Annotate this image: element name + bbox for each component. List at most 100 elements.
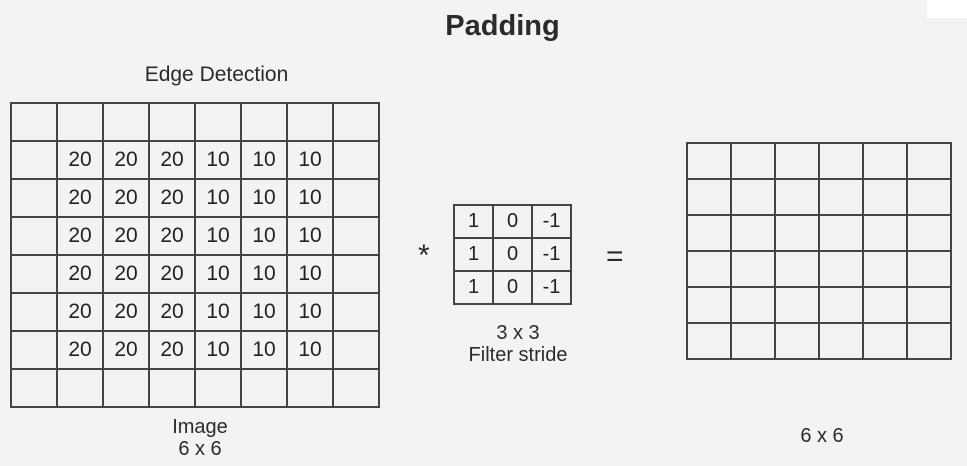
image-cell: 20 bbox=[148, 216, 196, 256]
image-cell bbox=[56, 368, 104, 408]
image-cell: 10 bbox=[194, 254, 242, 294]
output-cell bbox=[906, 250, 952, 288]
output-grid bbox=[686, 142, 952, 360]
output-cell bbox=[774, 142, 820, 180]
image-cell: 10 bbox=[240, 178, 288, 218]
image-cell: 20 bbox=[56, 254, 104, 294]
output-cell bbox=[818, 142, 864, 180]
image-cell bbox=[10, 254, 58, 294]
output-cell bbox=[730, 322, 776, 360]
output-cell bbox=[686, 322, 732, 360]
image-cell bbox=[148, 368, 196, 408]
image-cell: 20 bbox=[56, 292, 104, 332]
image-cell bbox=[10, 178, 58, 218]
filter-grid: 1 0 -1 1 0 -1 1 0 -1 bbox=[453, 204, 572, 305]
output-cell bbox=[686, 178, 732, 216]
image-cell: 10 bbox=[240, 216, 288, 256]
image-cell bbox=[56, 102, 104, 142]
image-cell: 10 bbox=[286, 178, 334, 218]
image-row: 20 20 20 10 10 10 bbox=[10, 330, 380, 370]
filter-cell: 1 bbox=[453, 270, 494, 305]
image-row: 20 20 20 10 10 10 bbox=[10, 178, 380, 218]
image-cell bbox=[332, 330, 380, 370]
output-cell bbox=[686, 286, 732, 324]
filter-cell: 0 bbox=[492, 270, 533, 305]
output-cell bbox=[774, 322, 820, 360]
image-cell: 20 bbox=[148, 140, 196, 180]
image-row: 20 20 20 10 10 10 bbox=[10, 216, 380, 256]
output-row bbox=[686, 178, 952, 216]
image-cell bbox=[332, 102, 380, 142]
filter-label-name: Filter stride bbox=[468, 344, 568, 366]
output-cell bbox=[906, 178, 952, 216]
filter-label: 3 x 3 Filter stride bbox=[443, 322, 593, 366]
image-cell bbox=[10, 292, 58, 332]
image-label-name: Image bbox=[172, 416, 228, 438]
output-row bbox=[686, 286, 952, 324]
image-cell bbox=[10, 330, 58, 370]
image-cell: 10 bbox=[194, 330, 242, 370]
image-label: Image 6 x 6 bbox=[10, 416, 390, 460]
image-cell bbox=[332, 140, 380, 180]
image-cell bbox=[102, 368, 150, 408]
image-label-size: 6 x 6 bbox=[178, 438, 222, 460]
output-cell bbox=[906, 286, 952, 324]
image-cell bbox=[10, 102, 58, 142]
output-row bbox=[686, 250, 952, 288]
output-cell bbox=[774, 250, 820, 288]
output-cell bbox=[686, 250, 732, 288]
image-cell bbox=[332, 216, 380, 256]
image-cell bbox=[286, 368, 334, 408]
output-row bbox=[686, 214, 952, 252]
filter-row: 1 0 -1 bbox=[453, 270, 572, 305]
output-cell bbox=[730, 178, 776, 216]
filter-row: 1 0 -1 bbox=[453, 237, 572, 272]
output-cell bbox=[686, 142, 732, 180]
image-row bbox=[10, 368, 380, 408]
output-cell bbox=[818, 214, 864, 252]
image-cell: 20 bbox=[148, 292, 196, 332]
image-cell: 10 bbox=[286, 330, 334, 370]
image-cell: 20 bbox=[56, 330, 104, 370]
image-cell bbox=[240, 368, 288, 408]
filter-cell: -1 bbox=[531, 237, 572, 272]
image-cell: 20 bbox=[102, 330, 150, 370]
image-cell: 10 bbox=[286, 254, 334, 294]
image-cell: 20 bbox=[56, 178, 104, 218]
output-cell bbox=[862, 214, 908, 252]
image-cell bbox=[102, 102, 150, 142]
image-cell: 10 bbox=[194, 140, 242, 180]
output-cell bbox=[774, 286, 820, 324]
output-cell bbox=[906, 322, 952, 360]
image-grid: 20 20 20 10 10 10 20 20 20 10 10 10 20 20 20 10 10 10 20 20… bbox=[10, 102, 380, 408]
image-cell bbox=[194, 102, 242, 142]
image-cell: 10 bbox=[286, 140, 334, 180]
image-cell: 10 bbox=[194, 292, 242, 332]
output-cell bbox=[774, 214, 820, 252]
image-cell bbox=[194, 368, 242, 408]
image-cell: 20 bbox=[148, 178, 196, 218]
image-cell: 10 bbox=[194, 216, 242, 256]
output-cell bbox=[818, 286, 864, 324]
image-row bbox=[10, 102, 380, 142]
image-cell: 20 bbox=[102, 140, 150, 180]
page-title: Padding bbox=[445, 10, 560, 42]
output-cell bbox=[906, 142, 952, 180]
image-cell bbox=[332, 292, 380, 332]
output-cell bbox=[774, 178, 820, 216]
output-cell bbox=[906, 214, 952, 252]
image-cell: 10 bbox=[286, 292, 334, 332]
filter-cell: -1 bbox=[531, 204, 572, 239]
image-cell: 10 bbox=[286, 216, 334, 256]
filter-cell: 1 bbox=[453, 204, 494, 239]
image-cell: 10 bbox=[240, 254, 288, 294]
image-cell bbox=[240, 102, 288, 142]
filter-row: 1 0 -1 bbox=[453, 204, 572, 239]
output-cell bbox=[862, 178, 908, 216]
diagram-subtitle: Edge Detection bbox=[144, 63, 289, 86]
image-cell bbox=[332, 178, 380, 218]
image-cell: 20 bbox=[102, 216, 150, 256]
image-cell: 10 bbox=[240, 292, 288, 332]
image-cell bbox=[148, 102, 196, 142]
filter-cell: -1 bbox=[531, 270, 572, 305]
